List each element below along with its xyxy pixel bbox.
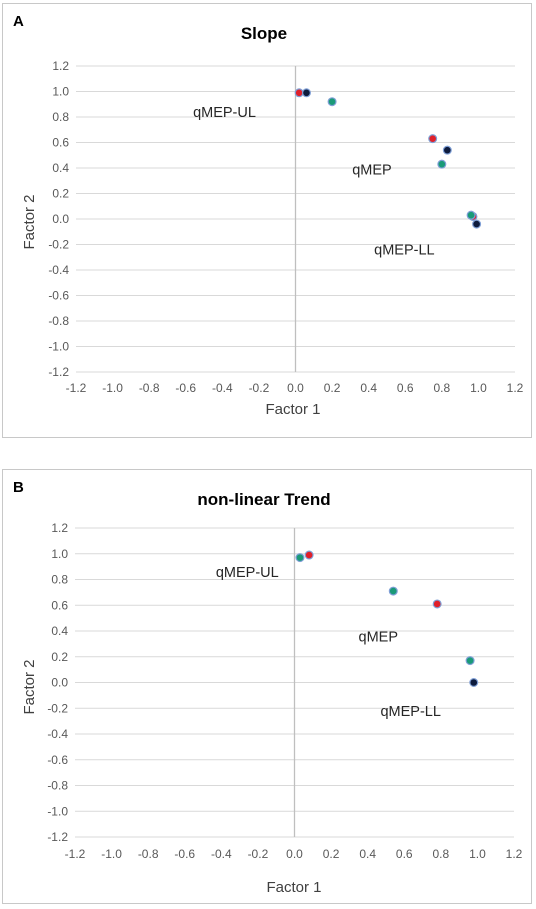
data-point	[466, 210, 476, 220]
x-tick-label: -0.6	[175, 381, 196, 395]
y-tick-label: -0.6	[48, 289, 69, 303]
y-tick-label: 1.2	[51, 521, 68, 535]
y-tick-label: 0.4	[52, 161, 69, 175]
x-tick-label: -0.2	[248, 847, 269, 861]
chart-title-b: non-linear Trend	[197, 490, 330, 509]
y-tick-label: 0.8	[52, 110, 69, 124]
x-tick-label: -0.8	[138, 847, 159, 861]
data-point	[304, 550, 314, 560]
y-tick-label: 0.2	[51, 650, 68, 664]
y-tick-label: 1.0	[52, 85, 69, 99]
x-tick-label: 0.2	[323, 847, 340, 861]
panel-letter-b: B	[13, 479, 24, 496]
x-tick-label: -1.2	[65, 847, 86, 861]
annotation-label: qMEP-UL	[216, 565, 279, 581]
x-tick-label: 0.6	[396, 847, 413, 861]
y-axis-label-a: Factor 2	[21, 194, 38, 249]
data-point	[388, 586, 398, 596]
annotation-label: qMEP	[352, 162, 392, 178]
y-tick-label: 0.6	[51, 598, 68, 612]
y-tick-label: -1.2	[48, 365, 69, 379]
x-tick-label: 0.8	[433, 381, 450, 395]
y-tick-label: 0.2	[52, 187, 69, 201]
panel-letter-a: A	[13, 13, 24, 30]
x-tick-label: 1.0	[470, 381, 487, 395]
y-tick-label: 0.0	[52, 212, 69, 226]
y-tick-label: 0.8	[51, 573, 68, 587]
x-tick-label: 1.2	[507, 381, 524, 395]
x-tick-label: -0.2	[249, 381, 270, 395]
x-tick-label: 0.8	[432, 847, 449, 861]
y-tick-label: 1.0	[51, 547, 68, 561]
y-tick-label: 0.6	[52, 136, 69, 150]
y-tick-label: 1.2	[52, 59, 69, 73]
data-point	[472, 219, 482, 229]
x-tick-label: 0.4	[360, 381, 377, 395]
annotation-label: qMEP-LL	[374, 243, 434, 259]
x-tick-label: -0.6	[174, 847, 195, 861]
y-tick-label: -0.6	[47, 753, 68, 767]
data-point	[294, 88, 304, 98]
x-tick-label: 0.0	[287, 381, 304, 395]
y-tick-label: 0.4	[51, 624, 68, 638]
x-tick-label: 0.4	[359, 847, 376, 861]
scatter-chart-a: A Slope Factor 1 Factor 2 -1.2 -1.2 -1.0 -1…	[13, 13, 524, 418]
y-tick-label: -1.0	[48, 340, 69, 354]
x-tick-label: -1.2	[66, 381, 87, 395]
y-tick-label: -0.8	[47, 779, 68, 793]
y-axis-label-b: Factor 2	[21, 659, 38, 714]
x-tick-label: -0.4	[212, 381, 233, 395]
data-point	[432, 599, 442, 609]
x-axis-label-b: Factor 1	[266, 879, 321, 896]
chart-panel-b: B non-linear Trend Factor 1 Factor 2 -1.…	[2, 469, 532, 904]
chart-panel-a: A Slope Factor 1 Factor 2 -1.2 -1.2 -1.0 -1…	[2, 3, 532, 438]
data-point	[442, 145, 452, 155]
data-point	[469, 678, 479, 688]
annotation-label: qMEP-UL	[193, 105, 256, 121]
y-tick-label: -0.2	[48, 238, 69, 252]
x-tick-label: 0.0	[286, 847, 303, 861]
x-tick-label: 1.2	[506, 847, 523, 861]
y-tick-label: -1.0	[47, 804, 68, 818]
y-tick-label: -1.2	[47, 830, 68, 844]
data-point	[465, 656, 475, 666]
x-tick-label: 0.2	[324, 381, 341, 395]
data-point	[327, 97, 337, 107]
x-tick-label: 1.0	[469, 847, 486, 861]
y-tick-label: 0.0	[51, 676, 68, 690]
annotation-label: qMEP	[359, 629, 399, 645]
x-tick-label: -1.0	[102, 381, 123, 395]
x-axis-label-a: Factor 1	[265, 401, 320, 418]
y-tick-label: -0.2	[47, 701, 68, 715]
y-tick-label: -0.4	[47, 727, 68, 741]
x-tick-label: -0.8	[139, 381, 160, 395]
y-tick-label: -0.8	[48, 314, 69, 328]
data-point	[437, 159, 447, 169]
y-tick-label: -0.4	[48, 263, 69, 277]
data-point	[428, 134, 438, 144]
x-tick-label: -1.0	[101, 847, 122, 861]
x-tick-label: 0.6	[397, 381, 414, 395]
data-point	[301, 88, 311, 98]
x-tick-label: -0.4	[211, 847, 232, 861]
scatter-chart-b: B non-linear Trend Factor 1 Factor 2 -1.…	[13, 479, 523, 896]
chart-title-a: Slope	[241, 24, 287, 43]
data-point	[295, 553, 305, 563]
annotation-label: qMEP-LL	[380, 704, 440, 720]
